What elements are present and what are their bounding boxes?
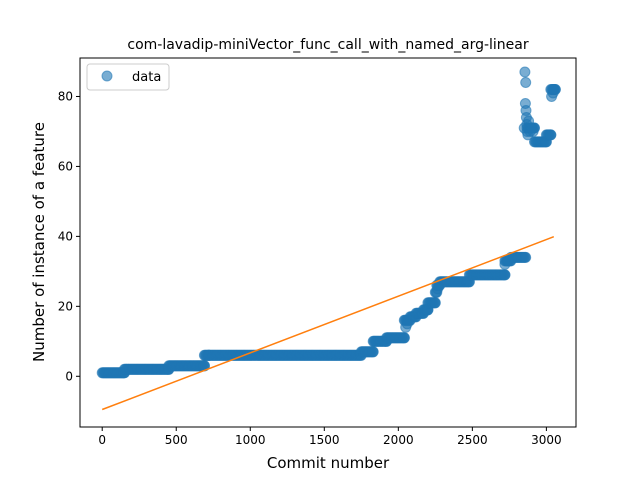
y-tick-label: 0 (65, 369, 73, 383)
x-tick-label: 500 (165, 433, 188, 447)
y-tick-label: 60 (58, 159, 73, 173)
data-point (401, 318, 413, 330)
x-tick-label: 2000 (383, 433, 414, 447)
x-tick-label: 3000 (531, 433, 562, 447)
legend-marker-data (101, 70, 113, 82)
fit-line (101, 236, 555, 411)
data-point (429, 297, 441, 309)
y-tick-label: 20 (58, 299, 73, 313)
x-tick-label: 1500 (309, 433, 340, 447)
data-point (548, 84, 560, 95)
data-point (519, 66, 531, 78)
data-point (432, 283, 444, 295)
plot-area (96, 66, 561, 411)
x-tick-label: 1000 (235, 433, 266, 447)
legend: data (86, 63, 170, 91)
legend-box (86, 63, 170, 91)
data-point (545, 129, 557, 141)
x-tick-label: 2500 (457, 433, 488, 447)
data-point (367, 346, 379, 358)
x-axis-label: Commit number (267, 454, 390, 472)
data-point (502, 255, 514, 267)
data-point (520, 251, 532, 263)
y-tick-label: 40 (58, 229, 73, 243)
data-point (499, 269, 511, 281)
data-point (520, 77, 532, 88)
chart-title: com-lavadip-miniVector_func_call_with_na… (127, 37, 528, 53)
axes-frame (79, 57, 577, 428)
y-axis-label: Number of instance of a feature (30, 122, 48, 362)
data-point (398, 332, 410, 344)
data-point (527, 126, 539, 137)
x-tick-label: 0 (98, 433, 106, 447)
axis-ticks: 0 500 1000 1500 2000 2500 3000 0 20 40 60 80 (58, 89, 562, 447)
y-tick-label: 80 (58, 89, 73, 103)
legend-label-data: data (132, 70, 161, 85)
